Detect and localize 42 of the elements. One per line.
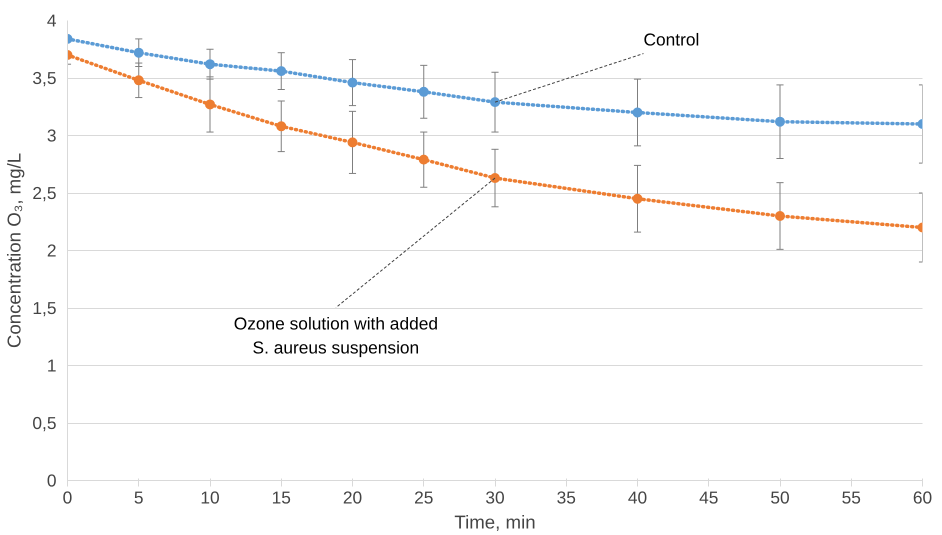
point — [490, 97, 500, 108]
point — [418, 154, 429, 165]
y-tick-label: 0,5 — [32, 413, 57, 433]
annotation: Control — [644, 30, 700, 50]
x-tick-label: 0 — [62, 488, 72, 508]
x-tick-label: 15 — [272, 488, 291, 508]
x-tick-label: 5 — [134, 488, 144, 508]
point — [205, 59, 215, 70]
point — [134, 48, 144, 58]
x-axis-title: Time, min — [454, 512, 536, 532]
x-tick-label: 20 — [342, 488, 362, 508]
y-tick-label: 0 — [46, 470, 57, 490]
point — [134, 75, 144, 86]
point — [775, 211, 785, 221]
x-tick-label: 60 — [912, 488, 932, 508]
point — [276, 121, 286, 132]
y-tick-label: 2,5 — [32, 183, 57, 203]
y-tick-label: 1 — [46, 356, 57, 376]
point — [276, 66, 286, 76]
x-tick-label: 45 — [699, 488, 718, 508]
y-tick-label: 1,5 — [32, 298, 57, 318]
point — [490, 173, 500, 184]
y-axis-title: Concentration O₃, mg/L — [3, 152, 24, 348]
x-tick-label: 30 — [485, 488, 505, 508]
x-tick-label: 40 — [628, 488, 648, 508]
x-tick-label: 25 — [414, 488, 434, 508]
point — [348, 137, 358, 148]
point — [775, 116, 785, 127]
y-tick-label: 3 — [46, 126, 57, 146]
point — [205, 99, 215, 110]
annotation: Ozone solution with added S. aureus suspension — [234, 314, 438, 358]
point — [632, 194, 642, 204]
point — [632, 108, 642, 118]
x-tick-label: 55 — [842, 488, 861, 508]
y-tick-label: 4 — [46, 10, 57, 30]
y-tick-label: 2 — [46, 240, 57, 260]
y-tick-label: 3,5 — [32, 68, 57, 88]
x-tick-label: 10 — [200, 488, 220, 508]
x-tick-label: 35 — [556, 488, 576, 508]
x-tick-label: 50 — [770, 488, 790, 508]
point — [418, 86, 429, 97]
point — [348, 78, 358, 88]
